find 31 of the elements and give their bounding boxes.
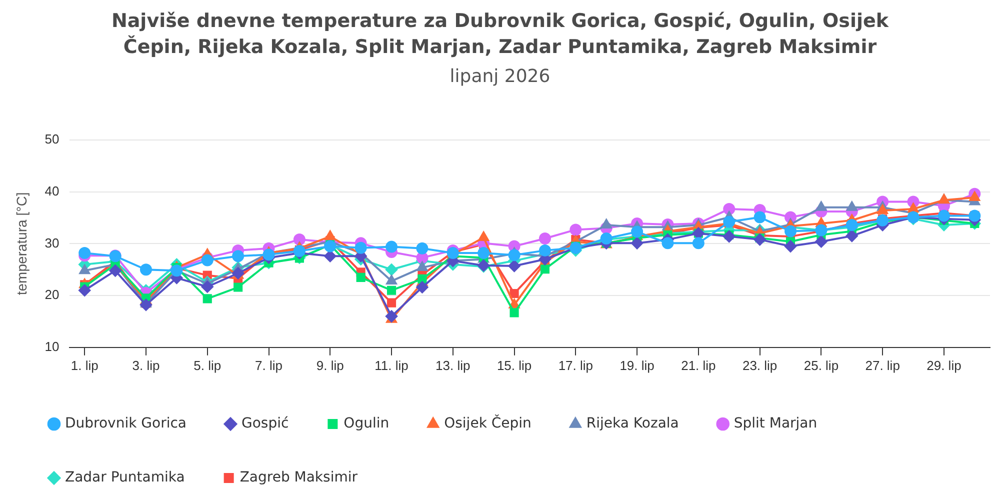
x-tick-label: 29. lip [926, 358, 962, 373]
x-tick-label: 23. lip [742, 358, 778, 373]
legend-label: Osijek Čepin [444, 414, 532, 432]
x-tick-label: 11. lip [374, 358, 408, 373]
x-tick-label: 3. lip [132, 358, 160, 373]
legend-label: Split Marjan [734, 416, 818, 432]
legend-label: Rijeka Kozala [586, 416, 679, 432]
x-tick-label: 9. lip [316, 358, 344, 373]
legend-label: Ogulin [344, 416, 390, 432]
x-tick-label: 25. lip [804, 358, 839, 373]
x-tick-label: 27. lip [865, 358, 900, 373]
x-tick-label: 15. lip [496, 358, 532, 373]
y-tick-label: 50 [44, 132, 60, 147]
y-tick-label: 40 [44, 183, 60, 198]
legend-label: Zadar Puntamika [65, 470, 185, 486]
y-tick-label: 30 [44, 235, 60, 250]
y-axis-title: temperatura [°C] [13, 192, 30, 296]
y-tick-label: 20 [44, 287, 60, 302]
x-tick-label: 19. lip [620, 358, 654, 373]
x-tick-label: 13. lip [436, 358, 470, 373]
chart-title: Najviše dnevne temperature za Dubrovnik Gorica, Gospić, Ogulin, Osijek Čepin, Rijeka Kozala, Split Marjan, Zadar Puntamika, Zagreb Maksimir [110, 9, 890, 60]
x-tick-label: 17. lip [558, 358, 594, 373]
legend-label: Gospić [241, 416, 289, 432]
legend-label: Dubrovnik Gorica [65, 416, 186, 432]
x-tick-label: 21. lip [681, 358, 716, 373]
legend-label: Zagreb Maksimir [240, 470, 358, 486]
y-tick-label: 10 [44, 338, 60, 354]
x-tick-label: 1. lip [70, 358, 98, 373]
x-tick-label: 7. lip [255, 358, 282, 373]
chart-subtitle: lipanj 2026 [448, 66, 552, 87]
x-tick-label: 5. lip [194, 358, 222, 373]
